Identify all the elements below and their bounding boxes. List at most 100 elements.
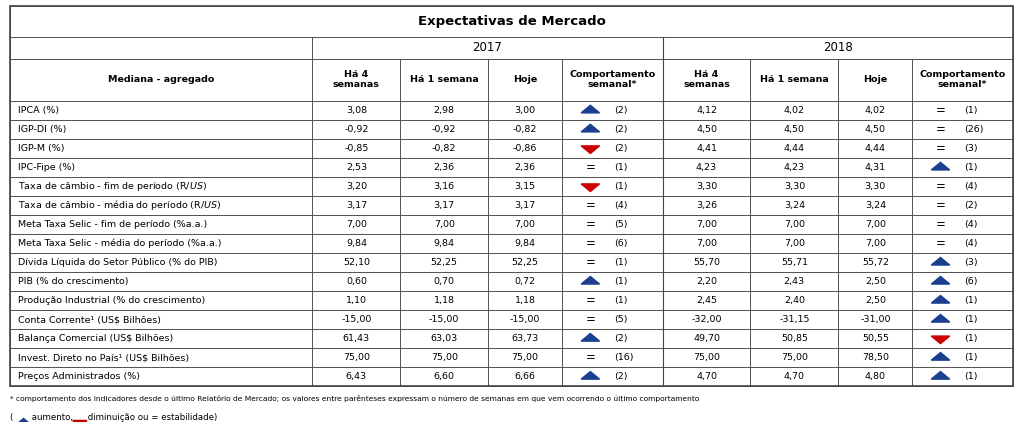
Bar bbox=[751, 367, 838, 386]
Bar bbox=[838, 177, 913, 196]
Text: 4,44: 4,44 bbox=[784, 144, 805, 153]
Bar bbox=[400, 196, 488, 215]
Bar bbox=[563, 101, 663, 120]
Bar bbox=[563, 253, 663, 272]
Text: (: ( bbox=[10, 413, 16, 422]
Bar bbox=[488, 59, 563, 101]
Bar bbox=[312, 120, 400, 139]
Text: 3,17: 3,17 bbox=[434, 201, 455, 210]
Bar bbox=[400, 348, 488, 367]
Bar bbox=[488, 329, 563, 348]
Bar bbox=[838, 59, 913, 101]
Text: 3,24: 3,24 bbox=[864, 201, 886, 210]
Text: (6): (6) bbox=[965, 277, 978, 286]
Bar bbox=[663, 37, 1013, 59]
Bar bbox=[913, 215, 1013, 234]
Polygon shape bbox=[581, 333, 599, 341]
Text: 55,71: 55,71 bbox=[781, 258, 808, 267]
Text: 52,25: 52,25 bbox=[431, 258, 457, 267]
Bar bbox=[400, 59, 488, 101]
Text: 7,00: 7,00 bbox=[784, 239, 805, 248]
Text: (5): (5) bbox=[615, 315, 628, 324]
Text: =: = bbox=[585, 256, 595, 269]
Text: (1): (1) bbox=[965, 163, 978, 172]
Text: 2,50: 2,50 bbox=[864, 277, 886, 286]
Text: 4,31: 4,31 bbox=[864, 163, 886, 172]
Bar bbox=[10, 367, 312, 386]
Polygon shape bbox=[931, 352, 949, 360]
Bar bbox=[913, 158, 1013, 177]
Bar bbox=[913, 139, 1013, 158]
Text: 0,60: 0,60 bbox=[346, 277, 367, 286]
Bar bbox=[312, 234, 400, 253]
Text: (1): (1) bbox=[965, 106, 978, 115]
Text: Dívida Líquida do Setor Público (% do PIB): Dívida Líquida do Setor Público (% do PI… bbox=[18, 258, 218, 267]
Text: 2,43: 2,43 bbox=[784, 277, 805, 286]
Bar bbox=[663, 215, 751, 234]
Bar bbox=[751, 215, 838, 234]
Text: 75,00: 75,00 bbox=[693, 353, 720, 362]
Bar bbox=[663, 329, 751, 348]
Bar bbox=[312, 367, 400, 386]
Bar bbox=[751, 348, 838, 367]
Bar bbox=[400, 329, 488, 348]
Polygon shape bbox=[581, 106, 599, 113]
Text: 3,20: 3,20 bbox=[346, 182, 367, 191]
Bar bbox=[563, 215, 663, 234]
Bar bbox=[10, 158, 312, 177]
Text: (1): (1) bbox=[615, 182, 628, 191]
Text: -15,00: -15,00 bbox=[510, 315, 540, 324]
Text: =: = bbox=[936, 123, 945, 136]
Text: 2,36: 2,36 bbox=[515, 163, 536, 172]
Text: Taxa de câmbio - fim de período (R$/US$): Taxa de câmbio - fim de período (R$/US$) bbox=[18, 180, 208, 193]
Text: 63,73: 63,73 bbox=[512, 334, 539, 343]
Text: Expectativas de Mercado: Expectativas de Mercado bbox=[417, 15, 606, 28]
Text: (2): (2) bbox=[615, 106, 628, 115]
Bar bbox=[563, 310, 663, 329]
Text: (2): (2) bbox=[615, 144, 628, 153]
Text: =: = bbox=[936, 104, 945, 117]
Bar bbox=[563, 158, 663, 177]
Text: * comportamento dos indicadores desde o último Relatório de Mercado; os valores : * comportamento dos indicadores desde o … bbox=[10, 395, 700, 403]
Text: 75,00: 75,00 bbox=[512, 353, 539, 362]
Polygon shape bbox=[931, 295, 949, 303]
Text: -0,92: -0,92 bbox=[344, 125, 368, 134]
Bar bbox=[751, 272, 838, 291]
Bar bbox=[563, 234, 663, 253]
Bar bbox=[751, 329, 838, 348]
Text: (1): (1) bbox=[965, 296, 978, 305]
Bar bbox=[838, 272, 913, 291]
Bar bbox=[400, 120, 488, 139]
Bar bbox=[10, 272, 312, 291]
Polygon shape bbox=[931, 314, 949, 322]
Bar bbox=[751, 253, 838, 272]
Text: (4): (4) bbox=[965, 220, 978, 229]
Bar bbox=[563, 139, 663, 158]
Text: Há 1 semana: Há 1 semana bbox=[410, 75, 479, 84]
Bar bbox=[10, 101, 312, 120]
Bar bbox=[663, 348, 751, 367]
Text: Mediana - agregado: Mediana - agregado bbox=[108, 75, 215, 84]
Text: 7,00: 7,00 bbox=[434, 220, 454, 229]
Text: Há 1 semana: Há 1 semana bbox=[760, 75, 829, 84]
Text: 3,08: 3,08 bbox=[346, 106, 367, 115]
Bar bbox=[10, 139, 312, 158]
Bar bbox=[10, 37, 312, 59]
Text: 1,18: 1,18 bbox=[434, 296, 454, 305]
Bar bbox=[751, 59, 838, 101]
Text: 50,55: 50,55 bbox=[861, 334, 889, 343]
Bar bbox=[400, 291, 488, 310]
Polygon shape bbox=[931, 257, 949, 265]
Bar bbox=[488, 139, 563, 158]
Text: (1): (1) bbox=[615, 296, 628, 305]
Bar bbox=[312, 139, 400, 158]
Bar bbox=[663, 139, 751, 158]
Polygon shape bbox=[581, 276, 599, 284]
Bar bbox=[10, 310, 312, 329]
Bar bbox=[913, 59, 1013, 101]
Text: 52,10: 52,10 bbox=[343, 258, 370, 267]
Bar bbox=[751, 310, 838, 329]
Bar bbox=[10, 59, 312, 101]
Bar bbox=[563, 291, 663, 310]
Text: 2,98: 2,98 bbox=[434, 106, 454, 115]
